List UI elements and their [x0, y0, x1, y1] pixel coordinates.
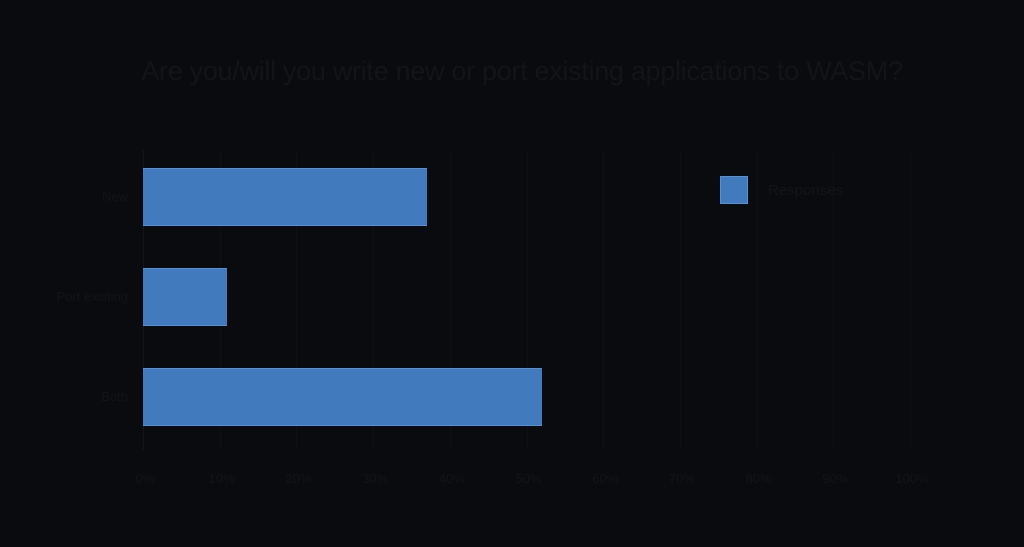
- gridline: [296, 150, 298, 450]
- x-tick-label: 20%: [285, 471, 312, 486]
- y-axis-label: Both: [101, 389, 128, 404]
- gridline: [373, 150, 375, 450]
- bar-new: [143, 168, 427, 226]
- gridline: [833, 150, 835, 450]
- x-tick-label: 10%: [208, 471, 235, 486]
- x-tick-label: 100%: [895, 471, 929, 486]
- x-tick-label: 60%: [592, 471, 619, 486]
- x-tick-label: 30%: [362, 471, 389, 486]
- legend-swatch-responses: [720, 176, 748, 204]
- bar-both: [143, 368, 542, 426]
- gridline: [756, 150, 758, 450]
- gridline: [449, 150, 451, 450]
- chart-title: Are you/will you write new or port exist…: [141, 56, 903, 86]
- bar-port-existing: [143, 268, 228, 326]
- gridline: [603, 150, 605, 450]
- x-tick-label: 80%: [745, 471, 772, 486]
- gridline: [910, 150, 911, 450]
- x-tick-label: 40%: [438, 471, 465, 486]
- x-tick-label: 0%: [135, 471, 155, 486]
- legend: Responses: [720, 176, 843, 204]
- x-tick-label: 90%: [822, 471, 849, 486]
- y-axis-label: New: [101, 189, 128, 204]
- gridline: [679, 150, 681, 450]
- x-tick-label: 50%: [515, 471, 542, 486]
- gridline: [526, 150, 528, 450]
- y-axis-label: Port existing: [56, 289, 128, 304]
- x-tick-label: 70%: [668, 471, 695, 486]
- legend-label-responses: Responses: [768, 181, 844, 199]
